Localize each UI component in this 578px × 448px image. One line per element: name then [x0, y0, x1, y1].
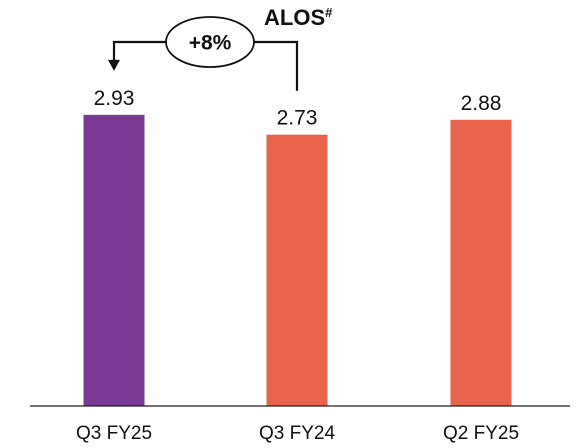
chart-title-superscript: #: [325, 5, 333, 20]
growth-badge: [165, 16, 255, 68]
bar-q3-fy25: [83, 114, 145, 407]
value-label-q3-fy24: 2.73: [277, 107, 318, 130]
category-label-q3-fy24: Q3 FY24: [259, 423, 335, 444]
bar-q3-fy24: [266, 134, 328, 407]
chart-title-main: ALOS: [264, 5, 325, 30]
category-labels-group: Q3 FY25 Q3 FY24 Q2 FY25: [76, 423, 519, 444]
bar-q2-fy25: [450, 119, 512, 407]
value-labels-group: 2.93 2.73 2.88: [94, 87, 502, 130]
category-label-q2-fy25: Q2 FY25: [443, 423, 519, 444]
category-label-q3-fy25: Q3 FY25: [76, 423, 152, 444]
value-label-q3-fy25: 2.93: [94, 87, 135, 110]
growth-badge-text: +8%: [189, 32, 232, 55]
growth-annotation: +8%: [108, 16, 299, 91]
bars-group: [83, 114, 512, 407]
chart-title: ALOS#: [264, 5, 333, 30]
value-label-q2-fy25: 2.88: [461, 92, 502, 115]
arrow-down-icon: [108, 59, 120, 71]
